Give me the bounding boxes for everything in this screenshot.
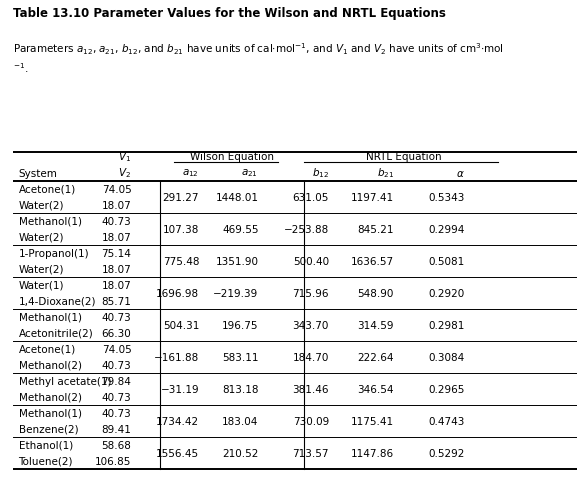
Text: 343.70: 343.70 [292,320,329,331]
Text: 583.11: 583.11 [222,353,259,363]
Text: 66.30: 66.30 [102,329,132,339]
Text: 40.73: 40.73 [102,361,132,370]
Text: 75.14: 75.14 [102,248,132,259]
Text: 18.07: 18.07 [102,281,132,291]
Text: 1556.45: 1556.45 [156,449,199,459]
Text: 85.71: 85.71 [102,296,132,307]
Text: 1147.86: 1147.86 [351,449,394,459]
Text: 1197.41: 1197.41 [351,193,394,202]
Text: $a_{21}$: $a_{21}$ [242,168,259,179]
Text: 381.46: 381.46 [292,385,329,394]
Text: 1,4-Dioxane(2): 1,4-Dioxane(2) [19,296,96,307]
Text: −31.19: −31.19 [160,385,199,394]
Text: Methanol(2): Methanol(2) [19,361,81,370]
Text: Benzene(2): Benzene(2) [19,425,78,435]
Text: 813.18: 813.18 [222,385,259,394]
Text: $b_{12}$: $b_{12}$ [312,167,329,180]
Text: 196.75: 196.75 [222,320,259,331]
Text: Water(2): Water(2) [19,200,64,211]
Text: 74.05: 74.05 [102,185,132,195]
Text: 0.2981: 0.2981 [428,320,464,331]
Text: 845.21: 845.21 [357,224,394,235]
Text: 40.73: 40.73 [102,313,132,322]
Text: 58.68: 58.68 [102,441,132,451]
Text: 40.73: 40.73 [102,217,132,226]
Text: −161.88: −161.88 [154,353,199,363]
Text: Ethanol(1): Ethanol(1) [19,441,73,451]
Text: $V_1$: $V_1$ [118,150,132,165]
Text: 0.2965: 0.2965 [428,385,464,394]
Text: $b_{21}$: $b_{21}$ [377,167,394,180]
Text: Parameters $a_{12}$, $a_{21}$, $b_{12}$, and $b_{21}$ have units of cal$\cdot$mo: Parameters $a_{12}$, $a_{21}$, $b_{12}$,… [13,41,504,57]
Text: 715.96: 715.96 [292,289,329,298]
Text: 1696.98: 1696.98 [156,289,199,298]
Text: 0.4743: 0.4743 [428,416,464,427]
Text: 1-Propanol(1): 1-Propanol(1) [19,248,89,259]
Text: 469.55: 469.55 [222,224,259,235]
Text: Methanol(1): Methanol(1) [19,313,81,322]
Text: 222.64: 222.64 [357,353,394,363]
Text: Table 13.10 Parameter Values for the Wilson and NRTL Equations: Table 13.10 Parameter Values for the Wil… [13,7,446,21]
Text: 1734.42: 1734.42 [156,416,199,427]
Text: Wilson Equation: Wilson Equation [190,152,274,163]
Text: 346.54: 346.54 [357,385,394,394]
Text: 40.73: 40.73 [102,392,132,403]
Text: 1448.01: 1448.01 [215,193,259,202]
Text: Acetone(1): Acetone(1) [19,344,76,355]
Text: 18.07: 18.07 [102,233,132,243]
Text: Methanol(2): Methanol(2) [19,392,81,403]
Text: 1351.90: 1351.90 [215,257,259,267]
Text: $\alpha$: $\alpha$ [456,169,464,178]
Text: 79.84: 79.84 [102,377,132,387]
Text: 548.90: 548.90 [357,289,394,298]
Text: 713.57: 713.57 [292,449,329,459]
Text: $a_{12}$: $a_{12}$ [183,168,199,179]
Text: 40.73: 40.73 [102,409,132,418]
Text: −253.88: −253.88 [284,224,329,235]
Text: 0.3084: 0.3084 [428,353,464,363]
Text: 106.85: 106.85 [95,457,132,466]
Text: 314.59: 314.59 [357,320,394,331]
Text: Methyl acetate(1): Methyl acetate(1) [19,377,111,387]
Text: 504.31: 504.31 [163,320,199,331]
Text: 0.5081: 0.5081 [428,257,464,267]
Text: 500.40: 500.40 [293,257,329,267]
Text: 1175.41: 1175.41 [351,416,394,427]
Text: 730.09: 730.09 [292,416,329,427]
Text: 291.27: 291.27 [163,193,199,202]
Text: 89.41: 89.41 [102,425,132,435]
Text: NRTL Equation: NRTL Equation [366,152,442,163]
Text: −219.39: −219.39 [213,289,259,298]
Text: 184.70: 184.70 [292,353,329,363]
Text: Toluene(2): Toluene(2) [19,457,73,466]
Text: 0.5343: 0.5343 [428,193,464,202]
Text: 775.48: 775.48 [163,257,199,267]
Text: 1636.57: 1636.57 [351,257,394,267]
Text: Methanol(1): Methanol(1) [19,409,81,418]
Text: 210.52: 210.52 [222,449,259,459]
Text: Water(2): Water(2) [19,265,64,274]
Text: Acetonitrile(2): Acetonitrile(2) [19,329,93,339]
Text: Water(1): Water(1) [19,281,64,291]
Text: 0.2920: 0.2920 [428,289,464,298]
Text: 18.07: 18.07 [102,200,132,211]
Text: 183.04: 183.04 [222,416,259,427]
Text: 631.05: 631.05 [292,193,329,202]
Text: $^{-1}$.: $^{-1}$. [13,61,28,74]
Text: $V_2$: $V_2$ [119,167,132,180]
Text: Methanol(1): Methanol(1) [19,217,81,226]
Text: 0.2994: 0.2994 [428,224,464,235]
Text: Acetone(1): Acetone(1) [19,185,76,195]
Text: Water(2): Water(2) [19,233,64,243]
Text: 74.05: 74.05 [102,344,132,355]
Text: System: System [19,169,57,178]
Text: 18.07: 18.07 [102,265,132,274]
Text: 0.5292: 0.5292 [428,449,464,459]
Text: 107.38: 107.38 [163,224,199,235]
